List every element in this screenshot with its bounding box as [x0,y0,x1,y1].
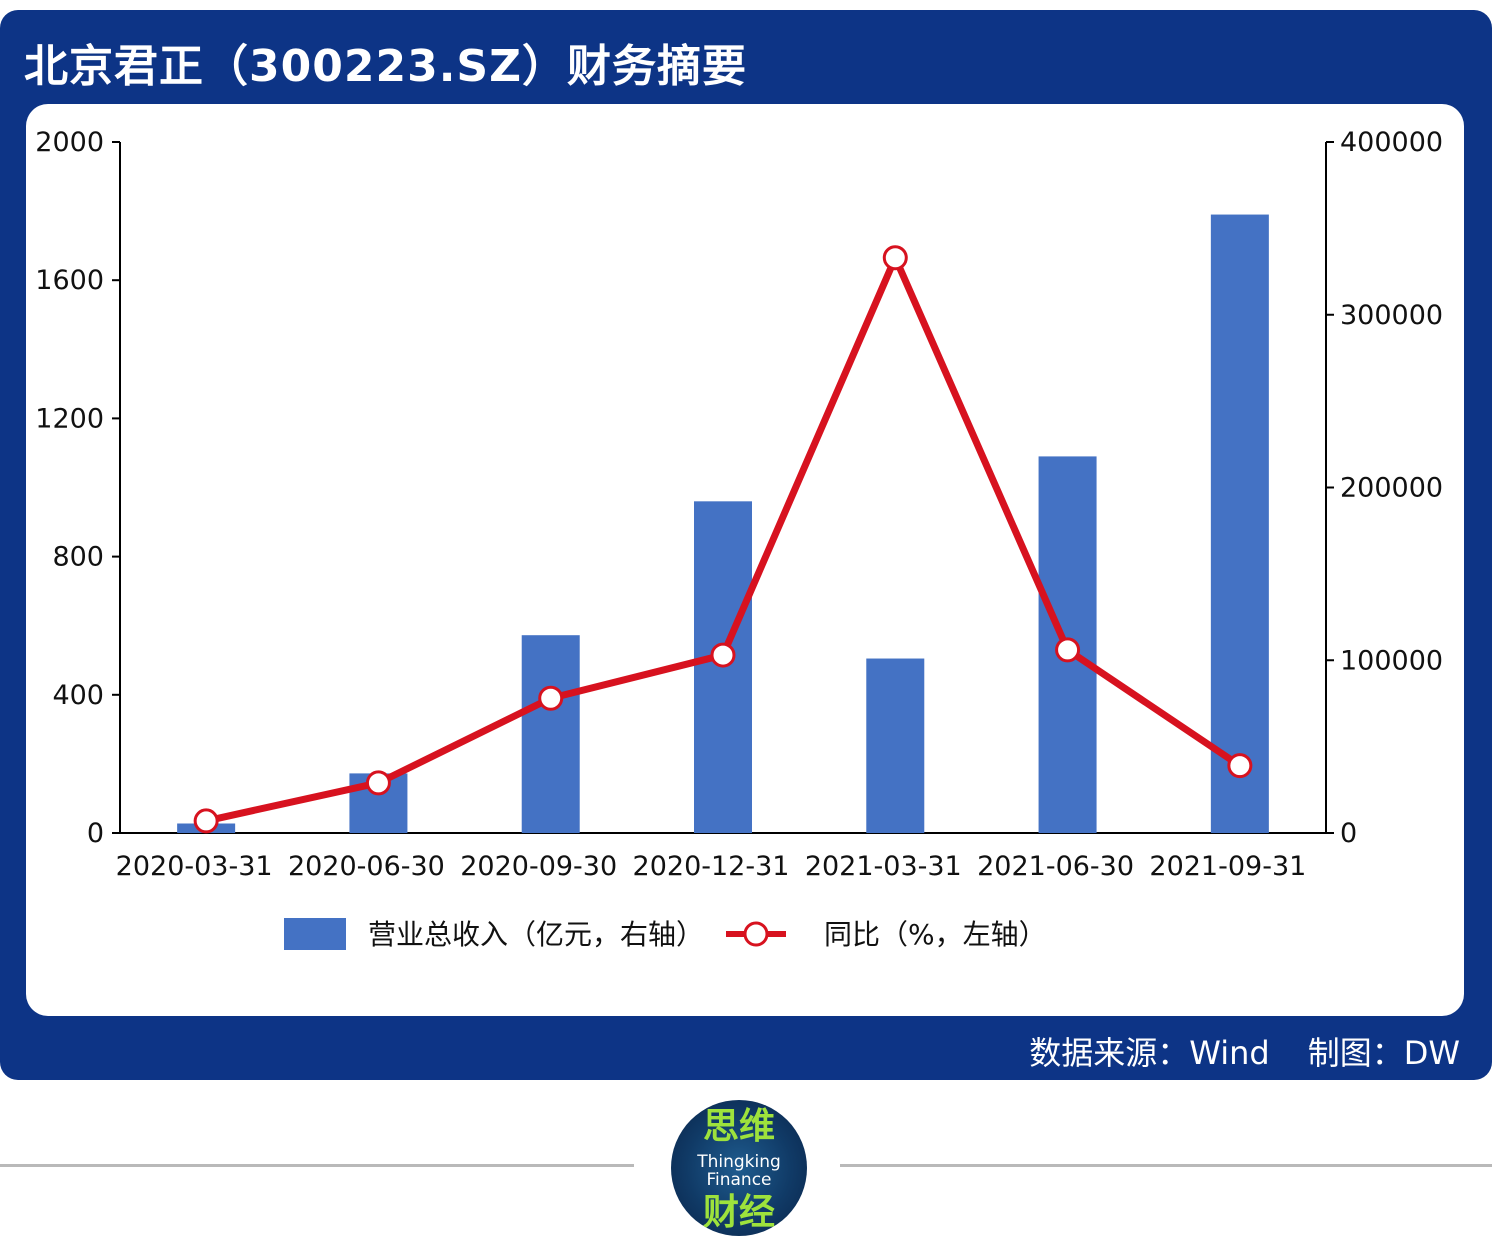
right-tick-label: 0 [1340,818,1357,849]
right-tick-label: 300000 [1340,300,1443,331]
x-tick-label: 2020-09-30 [460,851,617,882]
yoy-point-2020-03-31 [193,808,219,834]
x-tick-label: 2021-03-31 [805,851,962,882]
chart-title: 北京君正（300223.SZ）财务摘要 [24,41,747,92]
logo-cn-bottom: 财经 [702,1191,775,1233]
footer: 数据来源：Wind 制图：DW [991,1028,1460,1074]
separator-left [0,1164,634,1167]
logo-en-line2: Finance [706,1170,772,1190]
left-tick-label: 800 [52,542,104,573]
legend-line-label: 同比（%，左轴） [824,918,1047,951]
logo-cn-top: 思维 [702,1105,775,1147]
yoy-point-2020-09-30 [538,685,564,711]
left-tick-label: 1200 [35,403,104,434]
legend-bar-label: 营业总收入（亿元，右轴） [368,918,704,951]
yoy-point-2020-12-31 [710,642,736,668]
left-tick-label: 400 [52,680,104,711]
x-tick-label: 2021-09-31 [1149,851,1306,882]
yoy-point-2021-06-30 [1055,637,1081,663]
chart-svg: 2000 1600 1200 800 400 0 400000 300000 200000 100… [35,127,1443,951]
bar-2021-09-31 [1210,214,1269,833]
legend-bar-swatch [284,918,346,950]
right-tick-label: 100000 [1340,645,1443,676]
bar-2020-09-30 [521,635,580,833]
legend-line-marker [743,921,769,947]
chart-author: 制图：DW [1307,1034,1460,1072]
x-tick-label: 2021-06-30 [977,851,1134,882]
thinking-finance-logo: 思维 Thingking Finance 财经 [671,1100,807,1236]
yoy-point-2021-09-31 [1227,753,1253,779]
left-tick-label: 0 [87,818,104,849]
x-tick-label: 2020-03-31 [116,851,273,882]
left-tick-label: 1600 [35,265,104,296]
logo-en-line1: Thingking [697,1152,781,1172]
separator-right [840,1164,1492,1167]
right-tick-label: 400000 [1340,127,1443,158]
bar-2021-03-31 [866,658,925,833]
yoy-point-2021-03-31 [882,245,908,271]
chart-card: 2000 1600 1200 800 400 0 400000 300000 200000 100… [26,104,1464,1016]
data-source: 数据来源：Wind [1029,1034,1270,1072]
x-tick-label: 2020-12-31 [633,851,790,882]
right-tick-label: 200000 [1340,473,1443,504]
x-tick-label: 2020-06-30 [288,851,445,882]
left-tick-label: 2000 [35,127,104,158]
yoy-point-2020-06-30 [365,770,391,796]
